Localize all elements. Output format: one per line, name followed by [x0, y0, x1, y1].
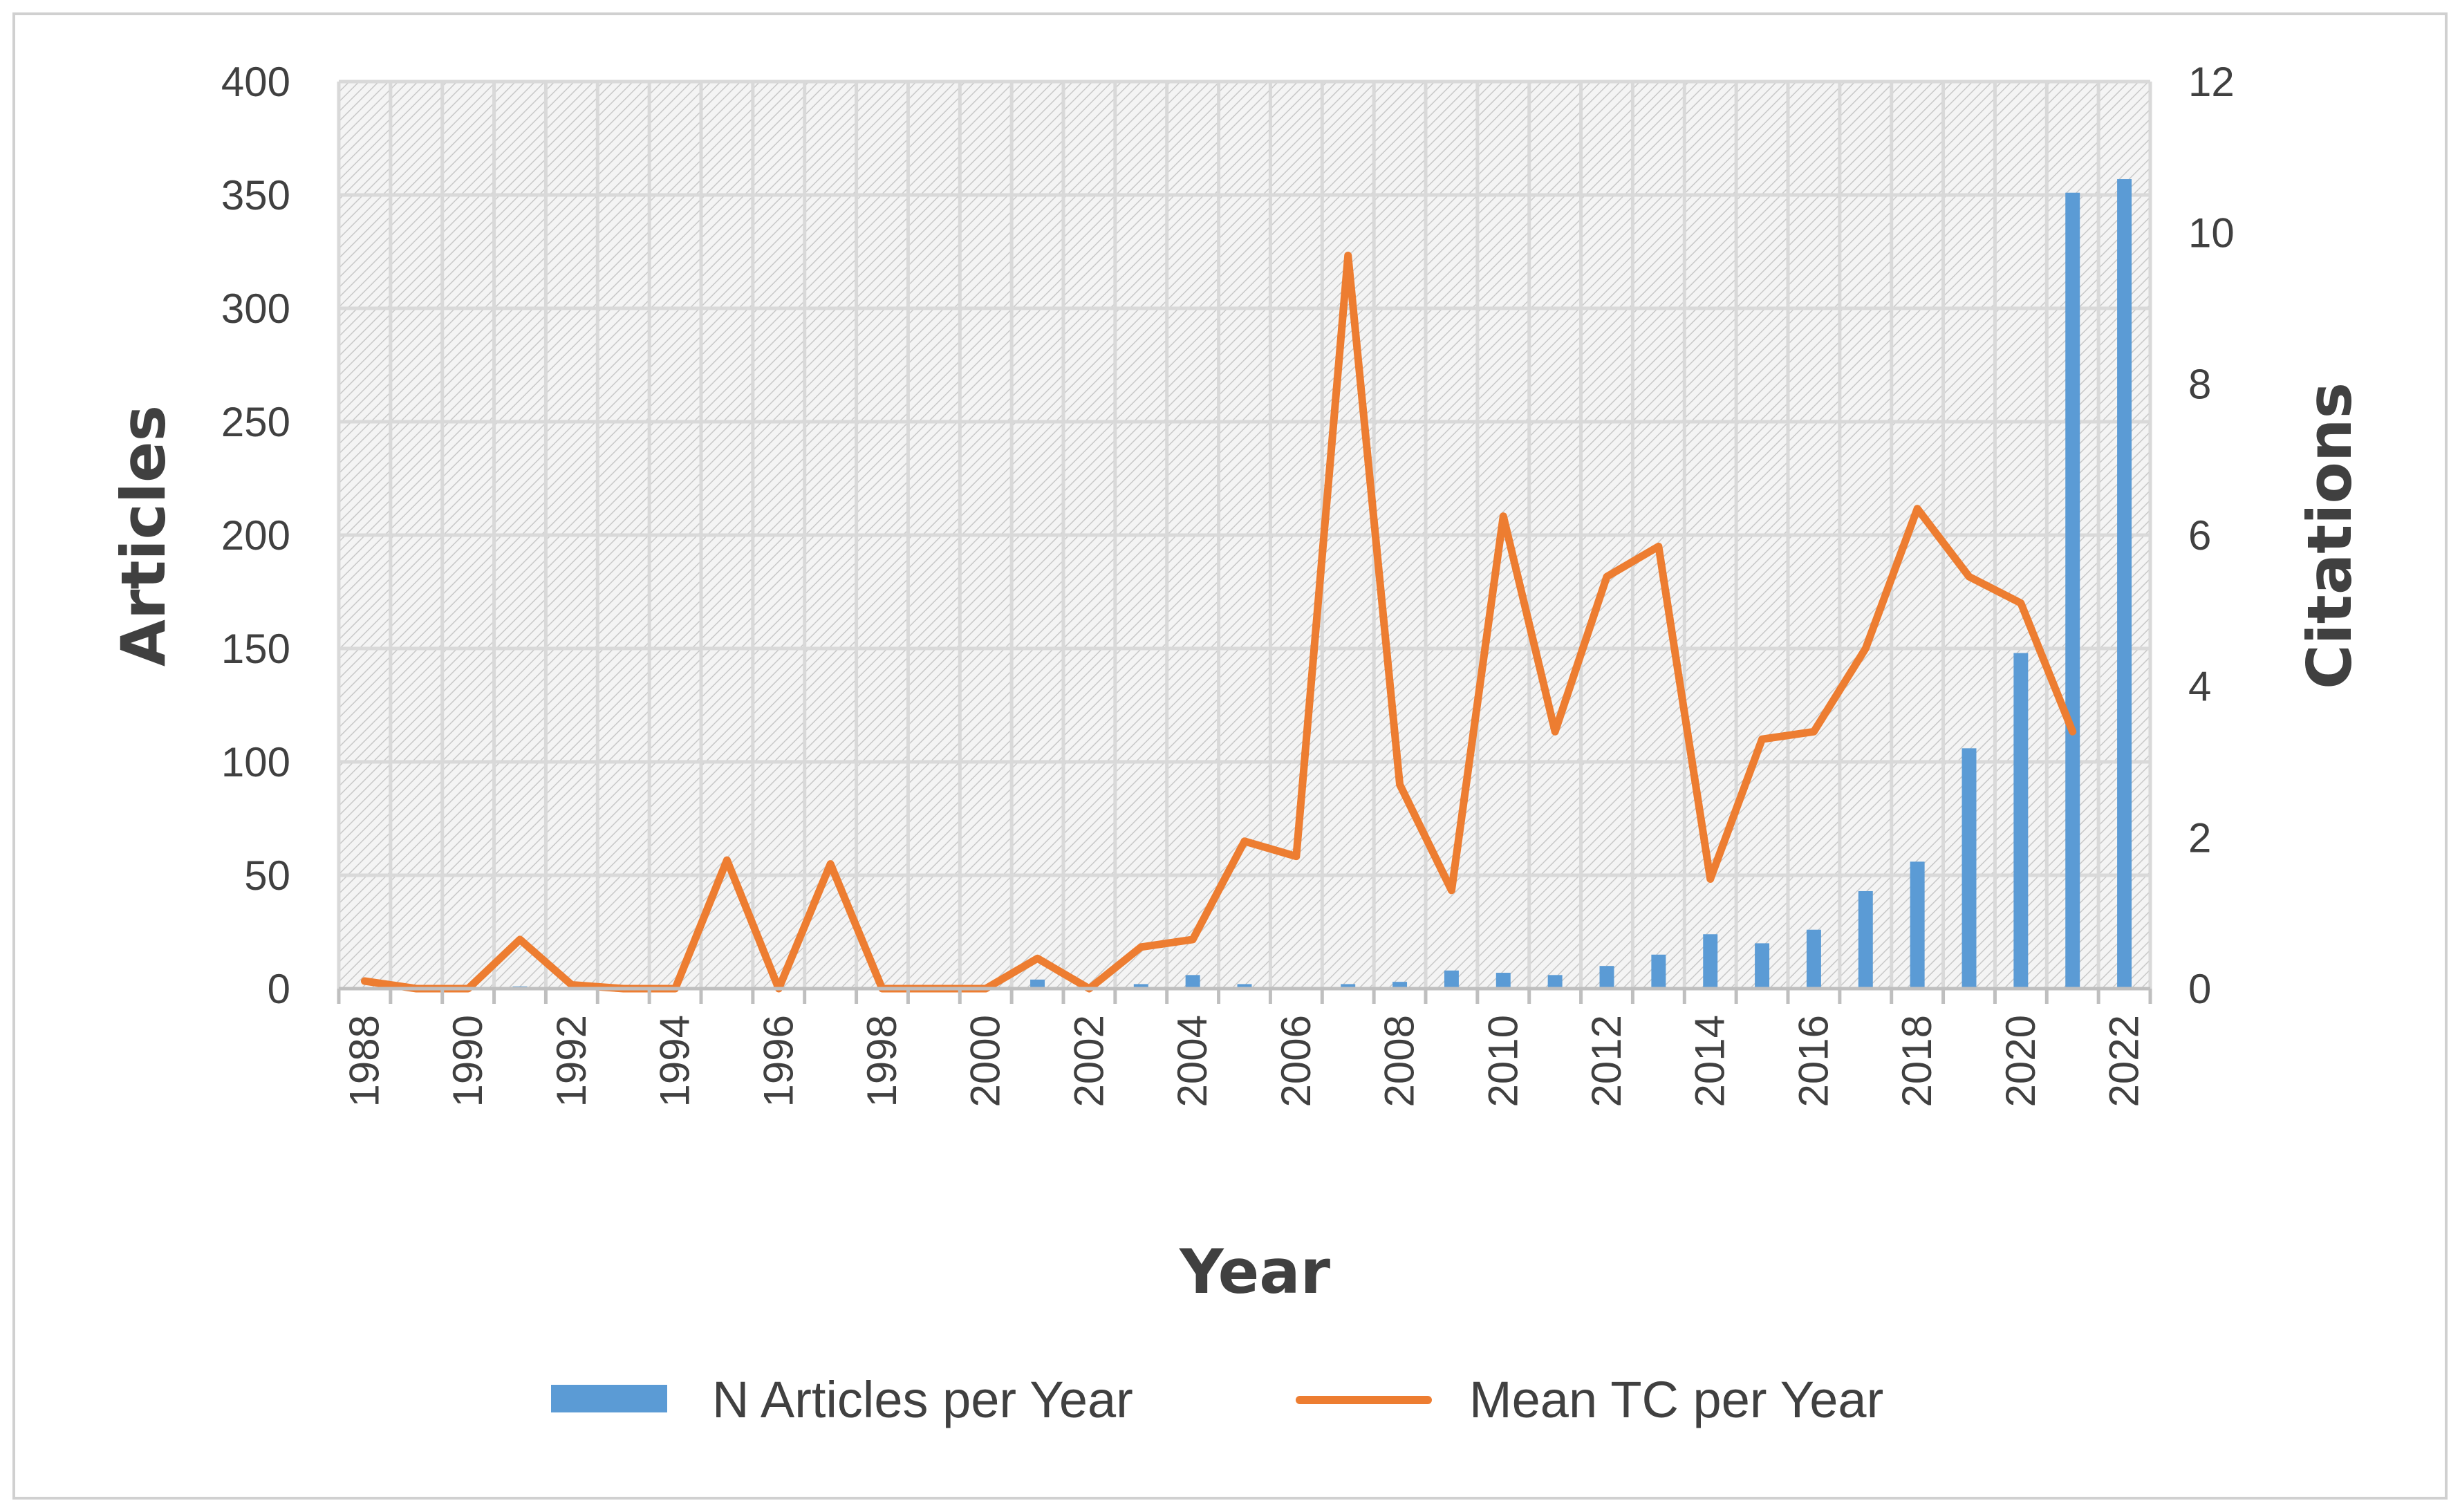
y-right-tick-label: 4 — [2188, 664, 2211, 710]
y-left-tick-label: 150 — [221, 626, 290, 672]
bar-2021 — [2065, 192, 2080, 989]
legend-label-bar: N Articles per Year — [712, 1371, 1133, 1428]
y-left-tick-label: 200 — [221, 512, 290, 559]
bar-2011 — [1547, 975, 1563, 989]
x-tick-label: 1998 — [859, 1015, 905, 1107]
y-left-tick-label: 400 — [221, 59, 290, 105]
bar-2022 — [2117, 179, 2132, 989]
y-right-tick-label: 8 — [2188, 361, 2211, 407]
bar-2014 — [1703, 934, 1718, 989]
right-axis-ticks: 0 2 4 6 8 10 12 — [2188, 59, 2235, 1012]
bar-2012 — [1599, 966, 1614, 989]
y-right-tick-label: 2 — [2188, 814, 2211, 861]
x-tick-label: 2010 — [1480, 1015, 1526, 1107]
bar-2013 — [1651, 954, 1666, 989]
x-tick-label: 2020 — [1997, 1015, 2044, 1107]
y-right-tick-label: 0 — [2188, 966, 2211, 1012]
bar-2009 — [1444, 970, 1459, 989]
x-tick-label: 2006 — [1273, 1015, 1319, 1107]
x-tick-label: 2000 — [962, 1015, 1009, 1107]
y-right-tick-label: 10 — [2188, 210, 2235, 256]
y-right-tick-label: 12 — [2188, 59, 2235, 105]
horizontal-gridlines — [339, 80, 2150, 991]
legend-swatch-bar — [551, 1385, 667, 1412]
x-tick-label: 2012 — [1583, 1015, 1630, 1107]
bar-2007 — [1341, 984, 1356, 989]
x-tick-label: 1996 — [755, 1015, 801, 1107]
x-tick-label: 2018 — [1894, 1015, 1940, 1107]
x-tick-label: 1988 — [341, 1015, 387, 1107]
bar-2001 — [1030, 979, 1045, 989]
x-axis-ticks: 1988 1990 1992 1994 1996 1998 2000 2002 2004 2006… — [341, 1015, 2147, 1107]
y-axis-right-title: Citations — [2294, 382, 2365, 689]
legend: N Articles per Year Mean TC per Year — [551, 1371, 1883, 1428]
vertical-gridlines — [337, 82, 2152, 989]
x-tick-label: 2016 — [1790, 1015, 1836, 1107]
bar-2003 — [1133, 984, 1148, 989]
legend-label-line: Mean TC per Year — [1469, 1371, 1883, 1428]
y-axis-left-title: Articles — [108, 405, 179, 666]
bar-series — [512, 179, 2132, 989]
x-tick-label: 1994 — [652, 1015, 698, 1107]
left-axis-ticks: 0 50 100 150 200 250 300 350 400 — [221, 59, 290, 1012]
y-left-tick-label: 350 — [221, 172, 290, 218]
bar-2005 — [1237, 984, 1252, 989]
y-left-tick-label: 250 — [221, 399, 290, 445]
y-right-tick-label: 6 — [2188, 512, 2211, 559]
y-left-tick-label: 0 — [268, 966, 290, 1012]
bar-2016 — [1806, 929, 1821, 989]
bar-2018 — [1910, 861, 1925, 989]
y-left-tick-label: 300 — [221, 286, 290, 332]
x-tick-label: 1992 — [548, 1015, 595, 1107]
x-tick-label: 2004 — [1169, 1015, 1215, 1107]
x-tick-label: 1990 — [445, 1015, 491, 1107]
bar-2020 — [2013, 653, 2029, 989]
x-tick-label: 2022 — [2101, 1015, 2147, 1107]
axes — [337, 987, 2152, 1004]
bar-2015 — [1755, 943, 1770, 989]
x-tick-label: 2014 — [1687, 1015, 1733, 1107]
y-left-tick-label: 100 — [221, 739, 290, 785]
bar-2004 — [1185, 975, 1200, 989]
x-tick-label: 2008 — [1377, 1015, 1423, 1107]
bar-2010 — [1495, 973, 1511, 989]
bar-2019 — [1962, 748, 1977, 989]
bar-2008 — [1392, 982, 1408, 989]
x-tick-label: 2002 — [1065, 1015, 1112, 1107]
bar-2017 — [1858, 890, 1873, 989]
y-left-tick-label: 50 — [244, 852, 290, 899]
x-axis-title: Year — [1179, 1236, 1331, 1307]
